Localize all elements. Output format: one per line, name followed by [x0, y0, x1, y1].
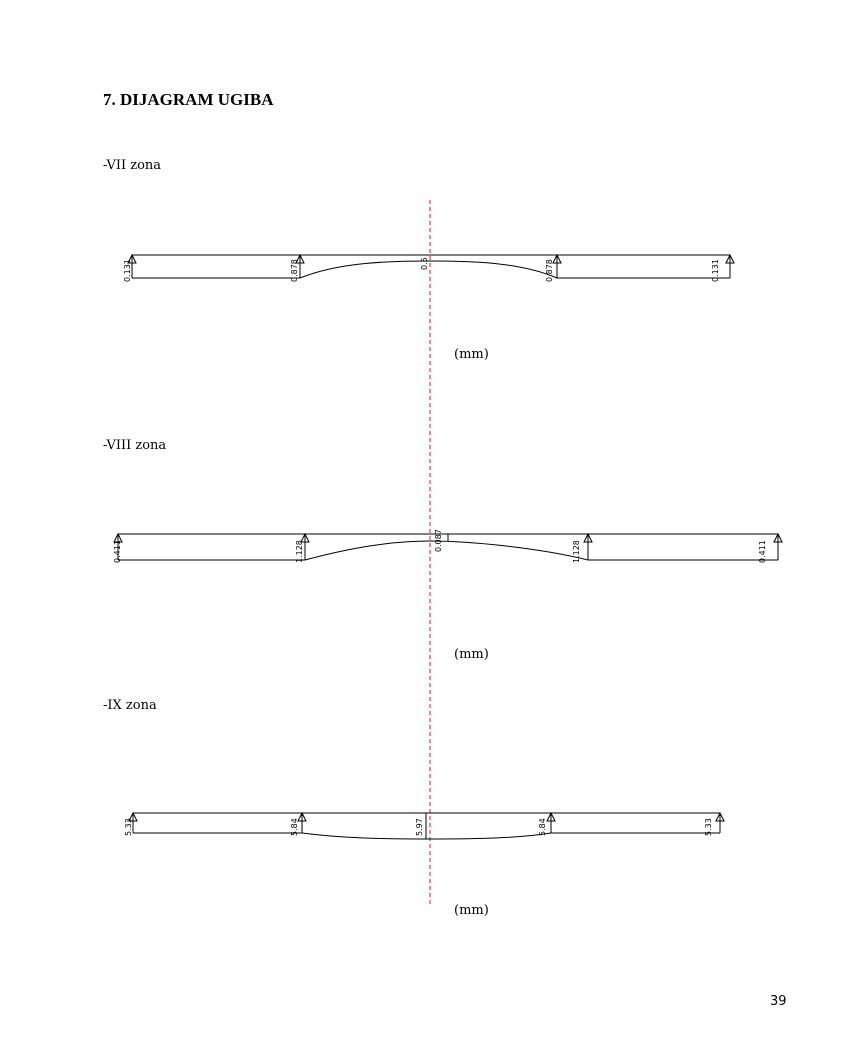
zone-label-viii: -VIII zona [103, 438, 167, 453]
value-label: 5.97 [415, 818, 424, 836]
support-arrow-icon [583, 532, 593, 543]
value-label: 0.878 [290, 259, 299, 282]
page-number: 39 [770, 994, 787, 1009]
support-arrow-icon [552, 253, 562, 264]
support-arrow-icon [295, 253, 305, 264]
value-label: 0.131 [711, 259, 720, 282]
diagram-viii: 0.411 1.128 0.087 1.128 0.411 [113, 529, 783, 563]
diagram-vii: 0.131 0.878 0.5 0.878 0.131 [123, 253, 735, 282]
unit-label-vii: (mm) [454, 347, 489, 362]
value-label: 0.131 [123, 259, 132, 282]
zone-label-vii: -VII zona [103, 158, 162, 173]
section-heading: 7. DIJAGRAM UGIBA [103, 90, 274, 109]
diagram-ix: 5.33 5.84 5.97 5.84 5.33 [124, 811, 725, 840]
value-label: 0.411 [113, 540, 122, 563]
value-label: 0.411 [758, 540, 767, 563]
deflection-curve [301, 832, 552, 840]
value-label: 1.128 [572, 540, 581, 563]
support-arrow-icon [773, 532, 783, 543]
support-arrow-icon [127, 253, 137, 264]
deflection-curve [299, 260, 558, 279]
support-arrow-icon [300, 532, 310, 543]
value-label: 5.33 [704, 818, 713, 836]
value-label: 1.128 [295, 540, 304, 563]
value-label: 5.84 [538, 818, 547, 836]
support-arrow-icon [128, 811, 138, 822]
value-label: 0.5 [420, 257, 429, 270]
support-arrow-icon [715, 811, 725, 822]
value-label: 5.33 [124, 818, 133, 836]
value-label: 0.878 [545, 259, 554, 282]
zone-label-ix: -IX zona [103, 698, 157, 713]
support-arrow-icon [297, 811, 307, 822]
support-arrow-icon [725, 253, 735, 264]
support-arrow-icon [113, 532, 123, 543]
support-arrow-icon [546, 811, 556, 822]
deflection-curve [304, 540, 589, 561]
value-label: 5.84 [290, 818, 299, 836]
unit-label-ix: (mm) [454, 903, 489, 918]
unit-label-viii: (mm) [454, 647, 489, 662]
value-label: 0.087 [434, 529, 443, 552]
